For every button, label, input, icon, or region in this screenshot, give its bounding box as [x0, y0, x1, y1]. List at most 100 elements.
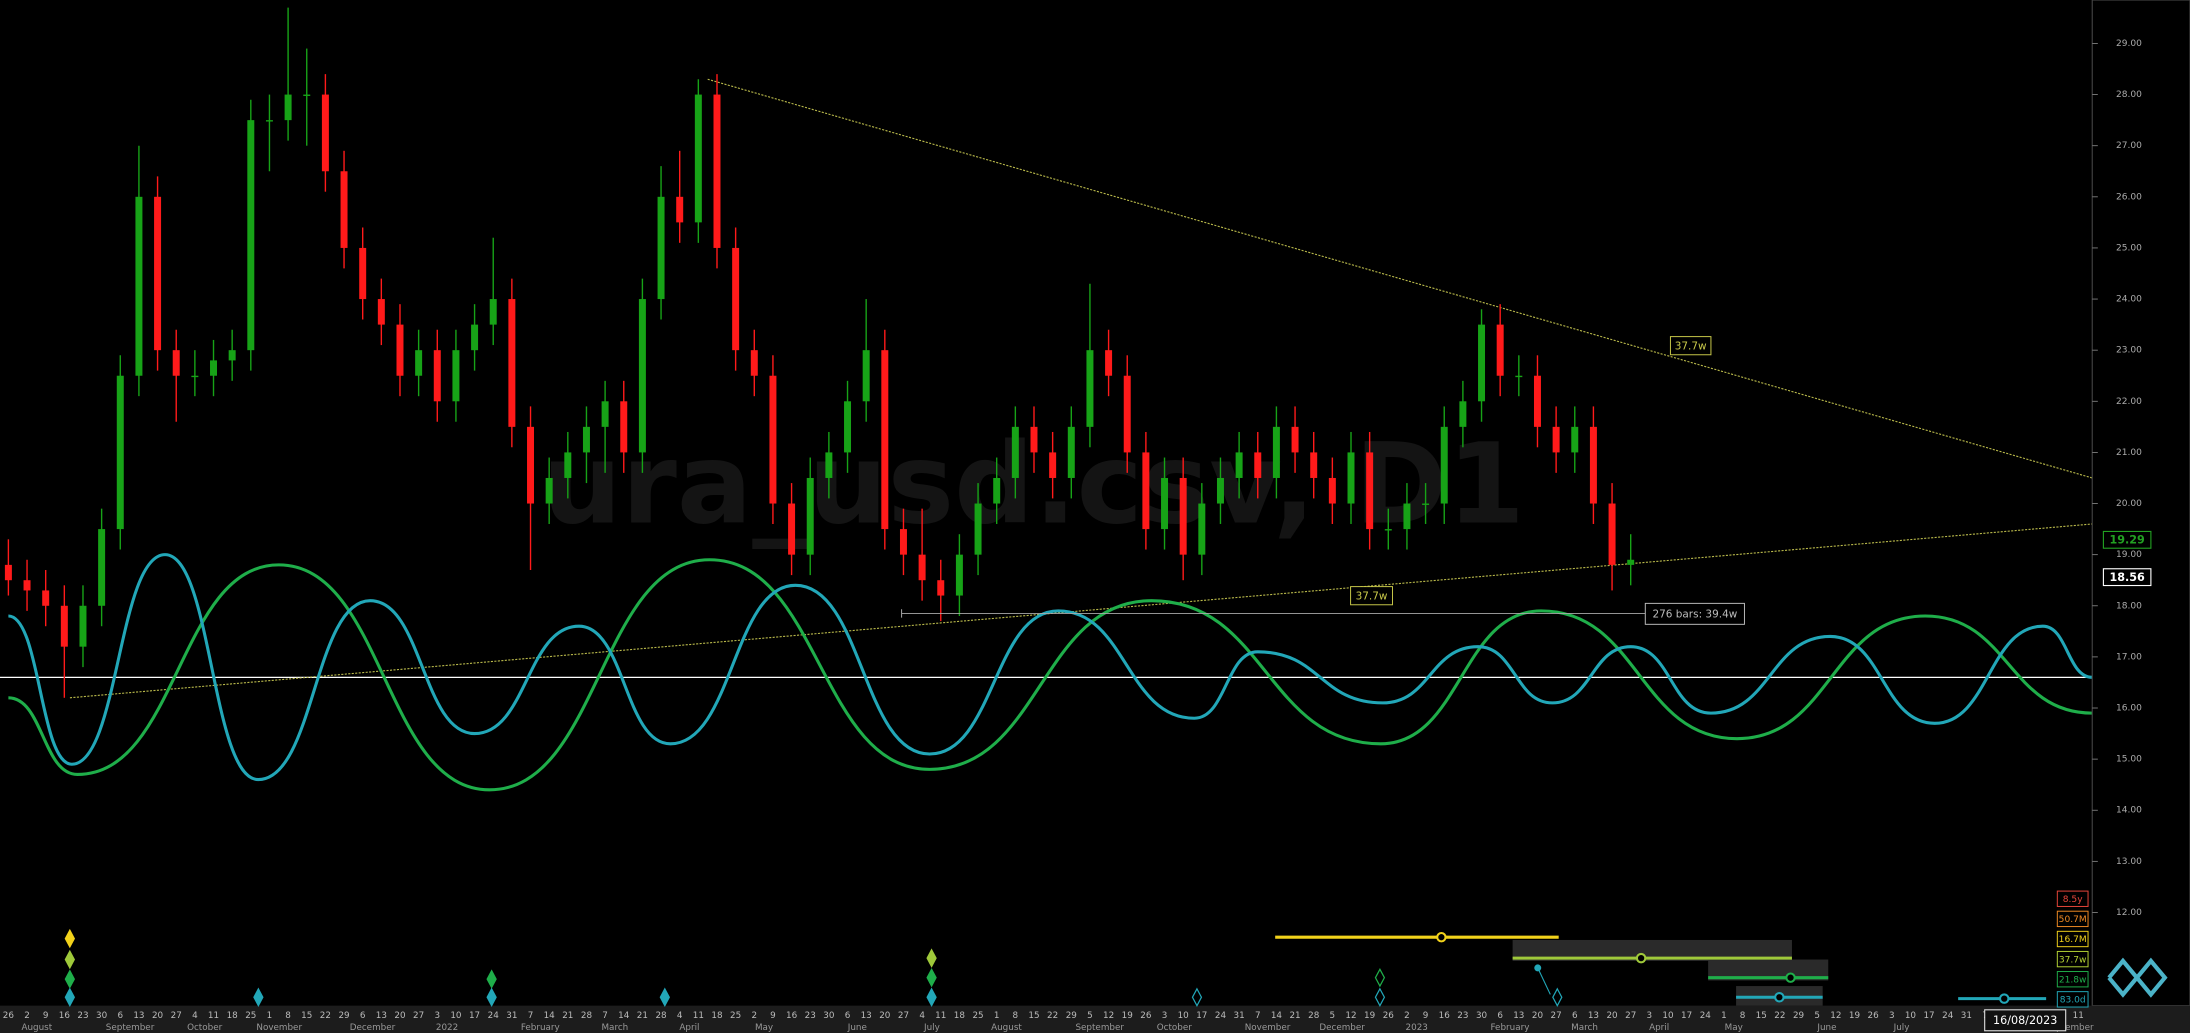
x-month-label: June	[847, 1023, 867, 1033]
candle-body	[23, 580, 31, 591]
candle-body	[732, 247, 740, 351]
x-tick-label: 5	[1087, 1011, 1093, 1021]
cycle-diamond	[64, 928, 76, 949]
y-tick-label: 28.00	[2116, 90, 2142, 100]
annotation-box	[1350, 586, 1393, 606]
candle-body	[1105, 350, 1113, 376]
x-tick-label: 20	[394, 1011, 405, 1021]
candle-body	[471, 324, 479, 351]
x-tick-label: 17	[469, 1011, 480, 1021]
y-tick-label: 26.00	[2116, 192, 2142, 202]
x-tick-label: 23	[77, 1011, 88, 1021]
x-tick-label: 11	[693, 1011, 704, 1021]
x-tick-label: 20	[1532, 1011, 1543, 1021]
x-tick-label: 21	[1289, 1011, 1300, 1021]
cycle-label: 83.0d	[2060, 996, 2086, 1006]
x-tick-label: 3	[1889, 1011, 1895, 1021]
cycle-diamond	[486, 969, 497, 989]
x-tick-label: 29	[1066, 1011, 1077, 1021]
x-month-label: November	[256, 1023, 302, 1033]
candle-body	[1422, 503, 1430, 505]
candle-body	[489, 299, 497, 325]
annotation: 37.7w	[1356, 590, 1388, 602]
candle-body	[955, 554, 963, 596]
candle-body	[1123, 375, 1131, 453]
cycle-diamond	[659, 987, 671, 1007]
cycle-diamond	[1374, 987, 1386, 1007]
x-tick-label: 18	[227, 1011, 238, 1021]
x-tick-label: 11	[2073, 1011, 2084, 1021]
x-tick-label: 15	[1028, 1011, 1039, 1021]
price-marker	[2102, 568, 2152, 587]
candle-body	[1366, 452, 1374, 530]
candle-body	[228, 350, 236, 361]
candle-body	[1589, 426, 1597, 504]
x-tick-label: 1	[994, 1011, 1000, 1021]
x-tick-label: 10	[1178, 1011, 1189, 1021]
candle-body	[1272, 426, 1280, 478]
x-tick-label: 27	[413, 1011, 424, 1021]
x-tick-label: 15	[301, 1011, 312, 1021]
annotation-box	[1669, 336, 1712, 356]
annotation: 276 bars: 39.4w	[1652, 609, 1737, 621]
x-tick-label: 21	[562, 1011, 573, 1021]
x-tick-label: 26	[1140, 1011, 1152, 1021]
y-tick-label: 12.00	[2116, 908, 2142, 918]
x-tick-label: 30	[823, 1011, 834, 1021]
candle-body	[4, 564, 12, 581]
x-tick-label: 24	[1942, 1011, 1954, 1021]
candle-body	[620, 401, 628, 453]
x-tick-label: 15	[1756, 1011, 1767, 1021]
y-tick-label: 23.00	[2116, 346, 2142, 356]
x-month-label: July	[1893, 1023, 1910, 1033]
cycle-label-box	[2056, 971, 2089, 988]
projection-point	[1774, 992, 1785, 1003]
y-tick-label: 25.00	[2116, 243, 2142, 253]
cycle-diamond	[926, 987, 937, 1007]
candle-body	[937, 580, 945, 596]
x-tick-label: 9	[1423, 1011, 1429, 1021]
price-axis	[2091, 0, 2190, 1007]
x-tick-label: 7	[528, 1011, 534, 1021]
cycle-diamond	[253, 987, 264, 1007]
candle-body	[862, 350, 870, 402]
x-tick-label: 27	[1551, 1011, 1562, 1021]
x-tick-label: 28	[655, 1011, 666, 1021]
x-month-label: March	[1571, 1023, 1598, 1033]
candle-body	[116, 375, 124, 530]
x-month-label: June	[1816, 1023, 1836, 1033]
candle-body	[1533, 375, 1541, 427]
candle-body	[582, 426, 590, 453]
x-month-label: February	[521, 1023, 560, 1033]
y-tick-label: 17.00	[2116, 652, 2142, 662]
x-tick-label: 6	[845, 1011, 851, 1021]
candle-body	[135, 196, 143, 376]
x-tick-label: 8	[285, 1011, 291, 1021]
candle-body	[1179, 477, 1187, 555]
candle-body	[172, 350, 180, 376]
candle-body	[1291, 426, 1299, 453]
x-tick-label: 29	[338, 1011, 349, 1021]
candle-body	[899, 529, 907, 555]
candle-body	[321, 94, 329, 172]
candle-body	[638, 299, 646, 453]
candle-body	[1161, 477, 1169, 530]
x-tick-label: 19	[1122, 1011, 1133, 1021]
x-tick-label: 20	[879, 1011, 890, 1021]
x-tick-label: 19	[1849, 1011, 1860, 1021]
x-tick-label: 19	[1364, 1011, 1375, 1021]
y-tick-label: 18.00	[2116, 601, 2142, 611]
plot-area	[0, 7, 2093, 792]
projection-point	[1999, 993, 2010, 1004]
candle-body	[564, 452, 572, 478]
x-tick-label: 6	[360, 1011, 366, 1021]
candle-body	[1328, 477, 1336, 504]
x-tick-label: 2	[751, 1011, 757, 1021]
candle-body	[396, 324, 404, 376]
candle-body	[265, 120, 273, 122]
cycle-label: 37.7w	[2059, 955, 2087, 965]
x-tick-label: 12	[1103, 1011, 1114, 1021]
x-tick-label: 21	[637, 1011, 648, 1021]
y-tick-label: 16.00	[2116, 704, 2142, 714]
y-tick-label: 14.00	[2116, 806, 2142, 816]
